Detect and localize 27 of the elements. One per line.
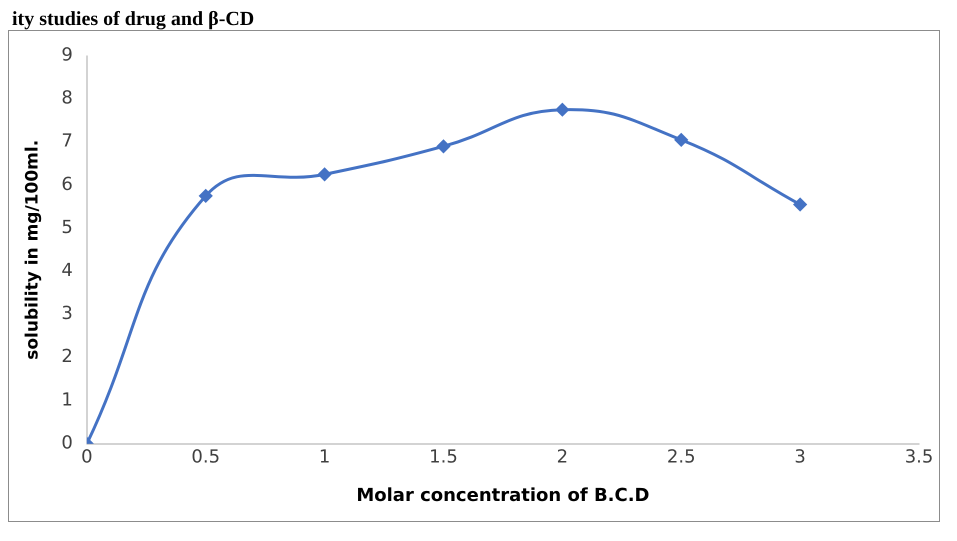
x-tick-label: 1 <box>318 446 330 468</box>
point <box>674 133 688 146</box>
x-tick-label: 2.5 <box>666 446 696 468</box>
x-tick-label: 3.5 <box>904 446 934 468</box>
chart-title: ity studies of drug and β-CD <box>11 8 256 30</box>
point <box>556 103 569 116</box>
point <box>199 189 212 202</box>
y-tick-label: 6 <box>61 174 73 195</box>
point <box>318 168 332 181</box>
y-tick-label: 4 <box>61 260 73 282</box>
y-tick-label: 8 <box>61 88 73 109</box>
x-axis-title: Molar concentration of B.C.D <box>356 484 650 506</box>
x-tick-label: 2 <box>556 446 568 468</box>
y-tick-label: 2 <box>61 346 73 368</box>
y-tick-label: 3 <box>61 303 73 324</box>
x-tick-label: 3 <box>794 446 806 468</box>
point <box>794 198 807 212</box>
y-tick-label: 5 <box>61 216 73 238</box>
x-tick-label: 1.5 <box>429 446 458 468</box>
y-tick-label: 1 <box>61 389 73 410</box>
x-tick-label: 0.5 <box>191 446 220 468</box>
y-tick-label: 9 <box>61 44 73 66</box>
x-tick-label: 0 <box>81 446 93 468</box>
y-tick-label: 0 <box>61 432 73 454</box>
point <box>436 140 450 153</box>
y-axis-title: solubility in mg/100ml. <box>22 140 43 360</box>
y-tick-label: 7 <box>61 130 73 152</box>
